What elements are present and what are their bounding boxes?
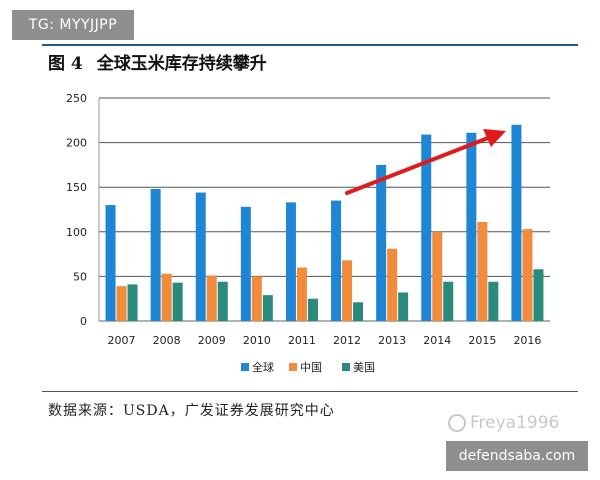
bar-china-2011 [296, 267, 307, 321]
figure-number: 图 4 [48, 53, 83, 74]
bar-usa-2007 [127, 284, 138, 321]
bar-china-2013 [387, 248, 398, 321]
legend-layer: 全球 中国 美国 [241, 360, 375, 374]
y-tick-label: 50 [73, 270, 87, 283]
bar-usa-2015 [488, 281, 499, 321]
bar-china-2014 [432, 231, 443, 321]
bar-china-2007 [116, 286, 127, 321]
x-tick-label: 2016 [513, 334, 541, 347]
bar-global-2011 [285, 202, 296, 321]
site-badge: defendsaba.com [446, 441, 588, 471]
weibo-icon [448, 414, 466, 432]
top-rule [42, 44, 578, 46]
bar-global-2008 [150, 188, 161, 321]
tg-badge: TG: MYYJJPP [12, 10, 134, 40]
x-tick-label: 2007 [108, 334, 136, 347]
bar-china-2009 [206, 275, 217, 321]
x-tick-label: 2008 [153, 334, 181, 347]
bar-china-2012 [342, 260, 353, 321]
y-tick-label: 0 [80, 315, 87, 328]
bar-usa-2012 [353, 302, 364, 321]
bar-global-2009 [195, 192, 206, 321]
legend-swatch-china [289, 363, 297, 371]
figure-title-text: 全球玉米库存持续攀升 [96, 53, 267, 74]
bar-usa-2008 [172, 282, 183, 321]
x-tick-label: 2010 [243, 334, 271, 347]
legend-swatch-global [241, 363, 249, 371]
bar-layer [105, 124, 544, 321]
y-tick-label: 200 [66, 137, 87, 150]
bar-china-2016 [522, 229, 533, 321]
bar-usa-2016 [533, 269, 544, 321]
bar-global-2010 [240, 206, 251, 321]
x-tick-label: 2015 [468, 334, 496, 347]
bar-china-2008 [161, 273, 172, 321]
y-tick-label: 100 [66, 226, 87, 239]
x-tick-label: 2009 [198, 334, 226, 347]
axis-layer: 0 50 100 150 200 250 2007 2008 2009 2010 2011 2012 2… [66, 92, 541, 347]
bar-usa-2009 [217, 281, 228, 321]
corn-stock-chart: 0 50 100 150 200 250 2007 2008 2009 2010 2011 2012 2… [66, 92, 550, 374]
bottom-rule [42, 391, 578, 392]
watermark-text: Freya1996 [470, 413, 560, 433]
source-note: 数据来源：USDA，广发证券发展研究中心 [48, 403, 335, 419]
y-tick-label: 250 [66, 92, 87, 105]
trend-arrow-layer [345, 129, 506, 195]
y-tick-label: 150 [66, 181, 87, 194]
x-tick-label: 2013 [378, 334, 406, 347]
legend-label-usa: 美国 [353, 361, 375, 374]
bar-global-2007 [105, 205, 116, 321]
bar-global-2012 [331, 200, 342, 321]
bar-china-2015 [477, 221, 488, 321]
trend-arrow-head [483, 129, 506, 147]
x-tick-label: 2011 [288, 334, 316, 347]
trend-arrow-shaft [345, 136, 490, 195]
legend-label-global: 全球 [252, 360, 274, 374]
x-tick-label: 2014 [423, 334, 451, 347]
bar-global-2013 [376, 164, 387, 321]
bar-global-2015 [466, 132, 477, 321]
bar-usa-2013 [398, 292, 409, 321]
x-tick-label: 2012 [333, 334, 361, 347]
figure-title: 图 4 全球玉米库存持续攀升 [48, 48, 267, 74]
bar-global-2016 [511, 124, 522, 321]
bar-global-2014 [421, 134, 432, 321]
bar-usa-2014 [443, 281, 454, 321]
bar-china-2010 [251, 276, 262, 321]
bar-usa-2010 [262, 295, 273, 321]
watermark: Freya1996 [448, 413, 559, 433]
bar-usa-2011 [307, 298, 318, 321]
legend-label-china: 中国 [300, 361, 322, 374]
legend-swatch-usa [342, 363, 350, 371]
